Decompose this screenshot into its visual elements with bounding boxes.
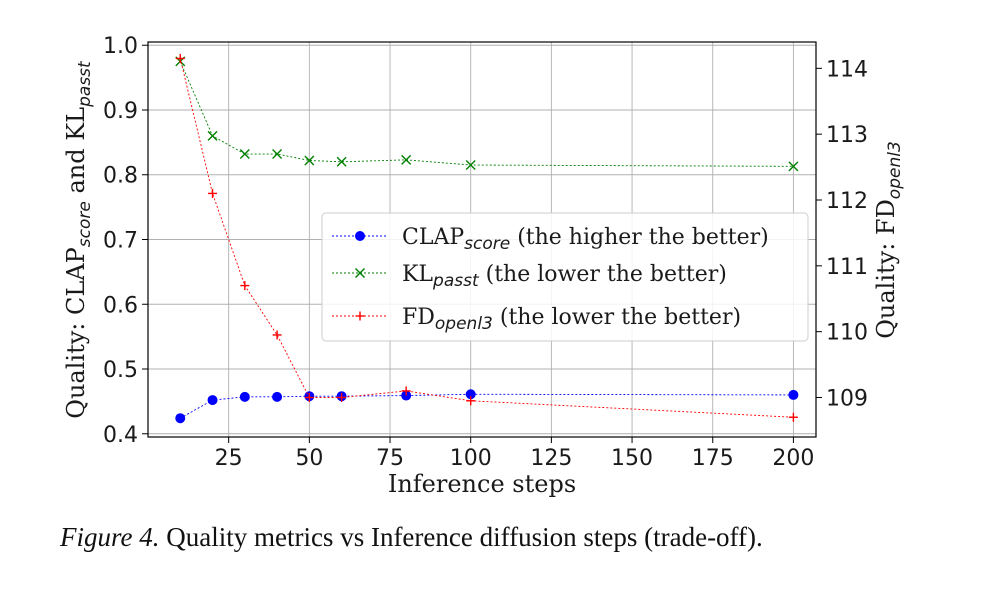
y-right-tick-label: 109: [826, 387, 868, 412]
data-point-clap: [207, 395, 218, 406]
data-point-kl: [239, 149, 250, 160]
data-point-fd: [304, 393, 314, 402]
y-left-tick-label: 0.9: [103, 99, 138, 124]
data-point-clap: [175, 413, 186, 424]
y-left-tick-label: 0.6: [103, 293, 138, 318]
data-point-fd: [401, 386, 411, 396]
y-axis-label-left: Quality: CLAPscore and KLpasst: [62, 60, 95, 419]
y-left-tick-label: 0.5: [103, 358, 138, 383]
legend: CLAPscore (the higher the better) KLpasst…: [321, 212, 809, 342]
data-point-kl: [304, 155, 315, 166]
y-left-tick-label: 1.0: [103, 34, 138, 59]
x-axis-label: Inference steps: [388, 470, 576, 498]
legend-frame: [321, 212, 809, 342]
legend-marker-fd: [355, 311, 365, 321]
caption-text: Quality metrics vs Inference diffusion s…: [159, 522, 763, 552]
y-right-tick-label: 114: [826, 57, 868, 82]
x-tick-label: 175: [692, 446, 734, 471]
data-point-kl: [272, 149, 283, 160]
caption-label: Figure 4.: [60, 522, 160, 552]
series-layer: [175, 53, 799, 424]
x-tick-label: 150: [611, 446, 653, 471]
data-point-kl: [207, 130, 218, 141]
x-tick-label: 50: [295, 446, 323, 471]
data-point-clap: [239, 391, 250, 402]
series-line-kl: [179, 61, 794, 167]
data-point-fd: [240, 281, 250, 291]
data-point-kl: [336, 156, 347, 167]
legend-label-clap: CLAPscore (the higher the better): [402, 225, 769, 254]
y-left-tick-label: 0.8: [103, 164, 138, 189]
data-point-kl: [788, 161, 799, 172]
x-tick-label: 75: [376, 446, 404, 471]
y-left-tick-label: 0.4: [103, 423, 138, 448]
data-point-fd: [788, 412, 798, 422]
data-point-fd: [175, 53, 185, 63]
y-axis-label-right: Quality: FDopenl3: [872, 141, 905, 339]
legend-marker-clap: [355, 231, 365, 241]
data-point-fd: [337, 393, 347, 402]
legend-label-kl: KLpasst (the lower the better): [402, 262, 727, 291]
figure-caption: Figure 4. Quality metrics vs Inference d…: [60, 522, 990, 553]
ticks: 25 50 75 100 125 150 175 200 0.4 0.5 0.6 0.7 0.8 0.9 1…: [103, 34, 868, 471]
data-point-fd: [272, 330, 282, 340]
x-tick-label: 200: [772, 446, 814, 471]
legend-label-fd: FDopenl3 (the lower the better): [402, 305, 741, 334]
y-right-tick-label: 111: [826, 255, 868, 280]
data-point-fd: [208, 188, 218, 198]
legend-marker-kl: [355, 268, 365, 278]
data-point-clap: [272, 391, 283, 402]
data-point-clap: [788, 389, 799, 400]
x-tick-label: 25: [215, 446, 243, 471]
x-tick-label: 100: [450, 446, 492, 471]
data-point-kl: [401, 154, 412, 165]
data-point-kl: [465, 160, 476, 171]
chart: 25 50 75 100 125 150 175 200 0.4 0.5 0.6 0.7 0.8 0.9 1…: [62, 34, 905, 498]
x-tick-label: 125: [530, 446, 572, 471]
y-right-tick-label: 113: [826, 123, 868, 148]
y-right-tick-label: 112: [826, 189, 868, 214]
y-right-tick-label: 110: [826, 321, 868, 346]
data-point-fd: [466, 396, 476, 406]
y-left-tick-label: 0.7: [103, 229, 138, 254]
